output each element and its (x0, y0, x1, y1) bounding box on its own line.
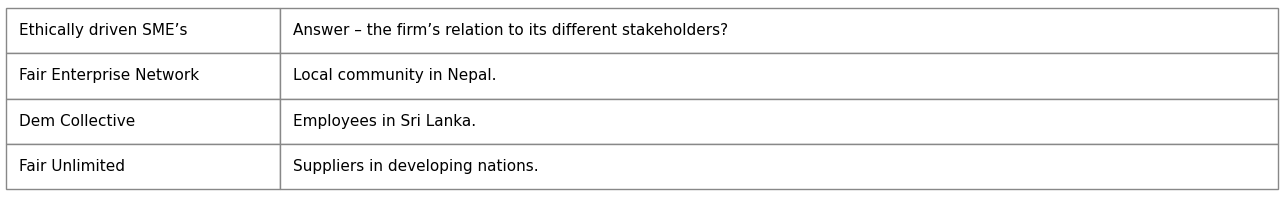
Bar (280, 98, 1278, 144)
Text: Answer – the firm’s relation to its different stakeholders?: Answer – the firm’s relation to its diff… (293, 23, 728, 38)
Text: Dem Collective: Dem Collective (19, 114, 136, 129)
Text: Fair Unlimited: Fair Unlimited (19, 159, 126, 174)
Text: Local community in Nepal.: Local community in Nepal. (293, 68, 496, 83)
Bar (280, 144, 1278, 189)
Bar (280, 53, 1278, 98)
Bar (6, 53, 280, 98)
Bar (6, 144, 280, 189)
Text: Ethically driven SME’s: Ethically driven SME’s (19, 23, 187, 38)
Bar (6, 8, 280, 53)
Text: Fair Enterprise Network: Fair Enterprise Network (19, 68, 199, 83)
Text: Employees in Sri Lanka.: Employees in Sri Lanka. (293, 114, 475, 129)
Bar (280, 8, 1278, 53)
Bar (6, 98, 280, 144)
Text: Suppliers in developing nations.: Suppliers in developing nations. (293, 159, 538, 174)
